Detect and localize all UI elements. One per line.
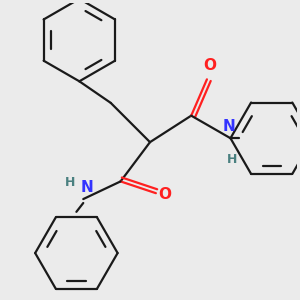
Text: H: H xyxy=(65,176,76,189)
Text: H: H xyxy=(227,153,238,166)
Text: N: N xyxy=(223,119,236,134)
Text: N: N xyxy=(81,180,94,195)
Text: O: O xyxy=(158,187,171,202)
Text: O: O xyxy=(203,58,216,74)
